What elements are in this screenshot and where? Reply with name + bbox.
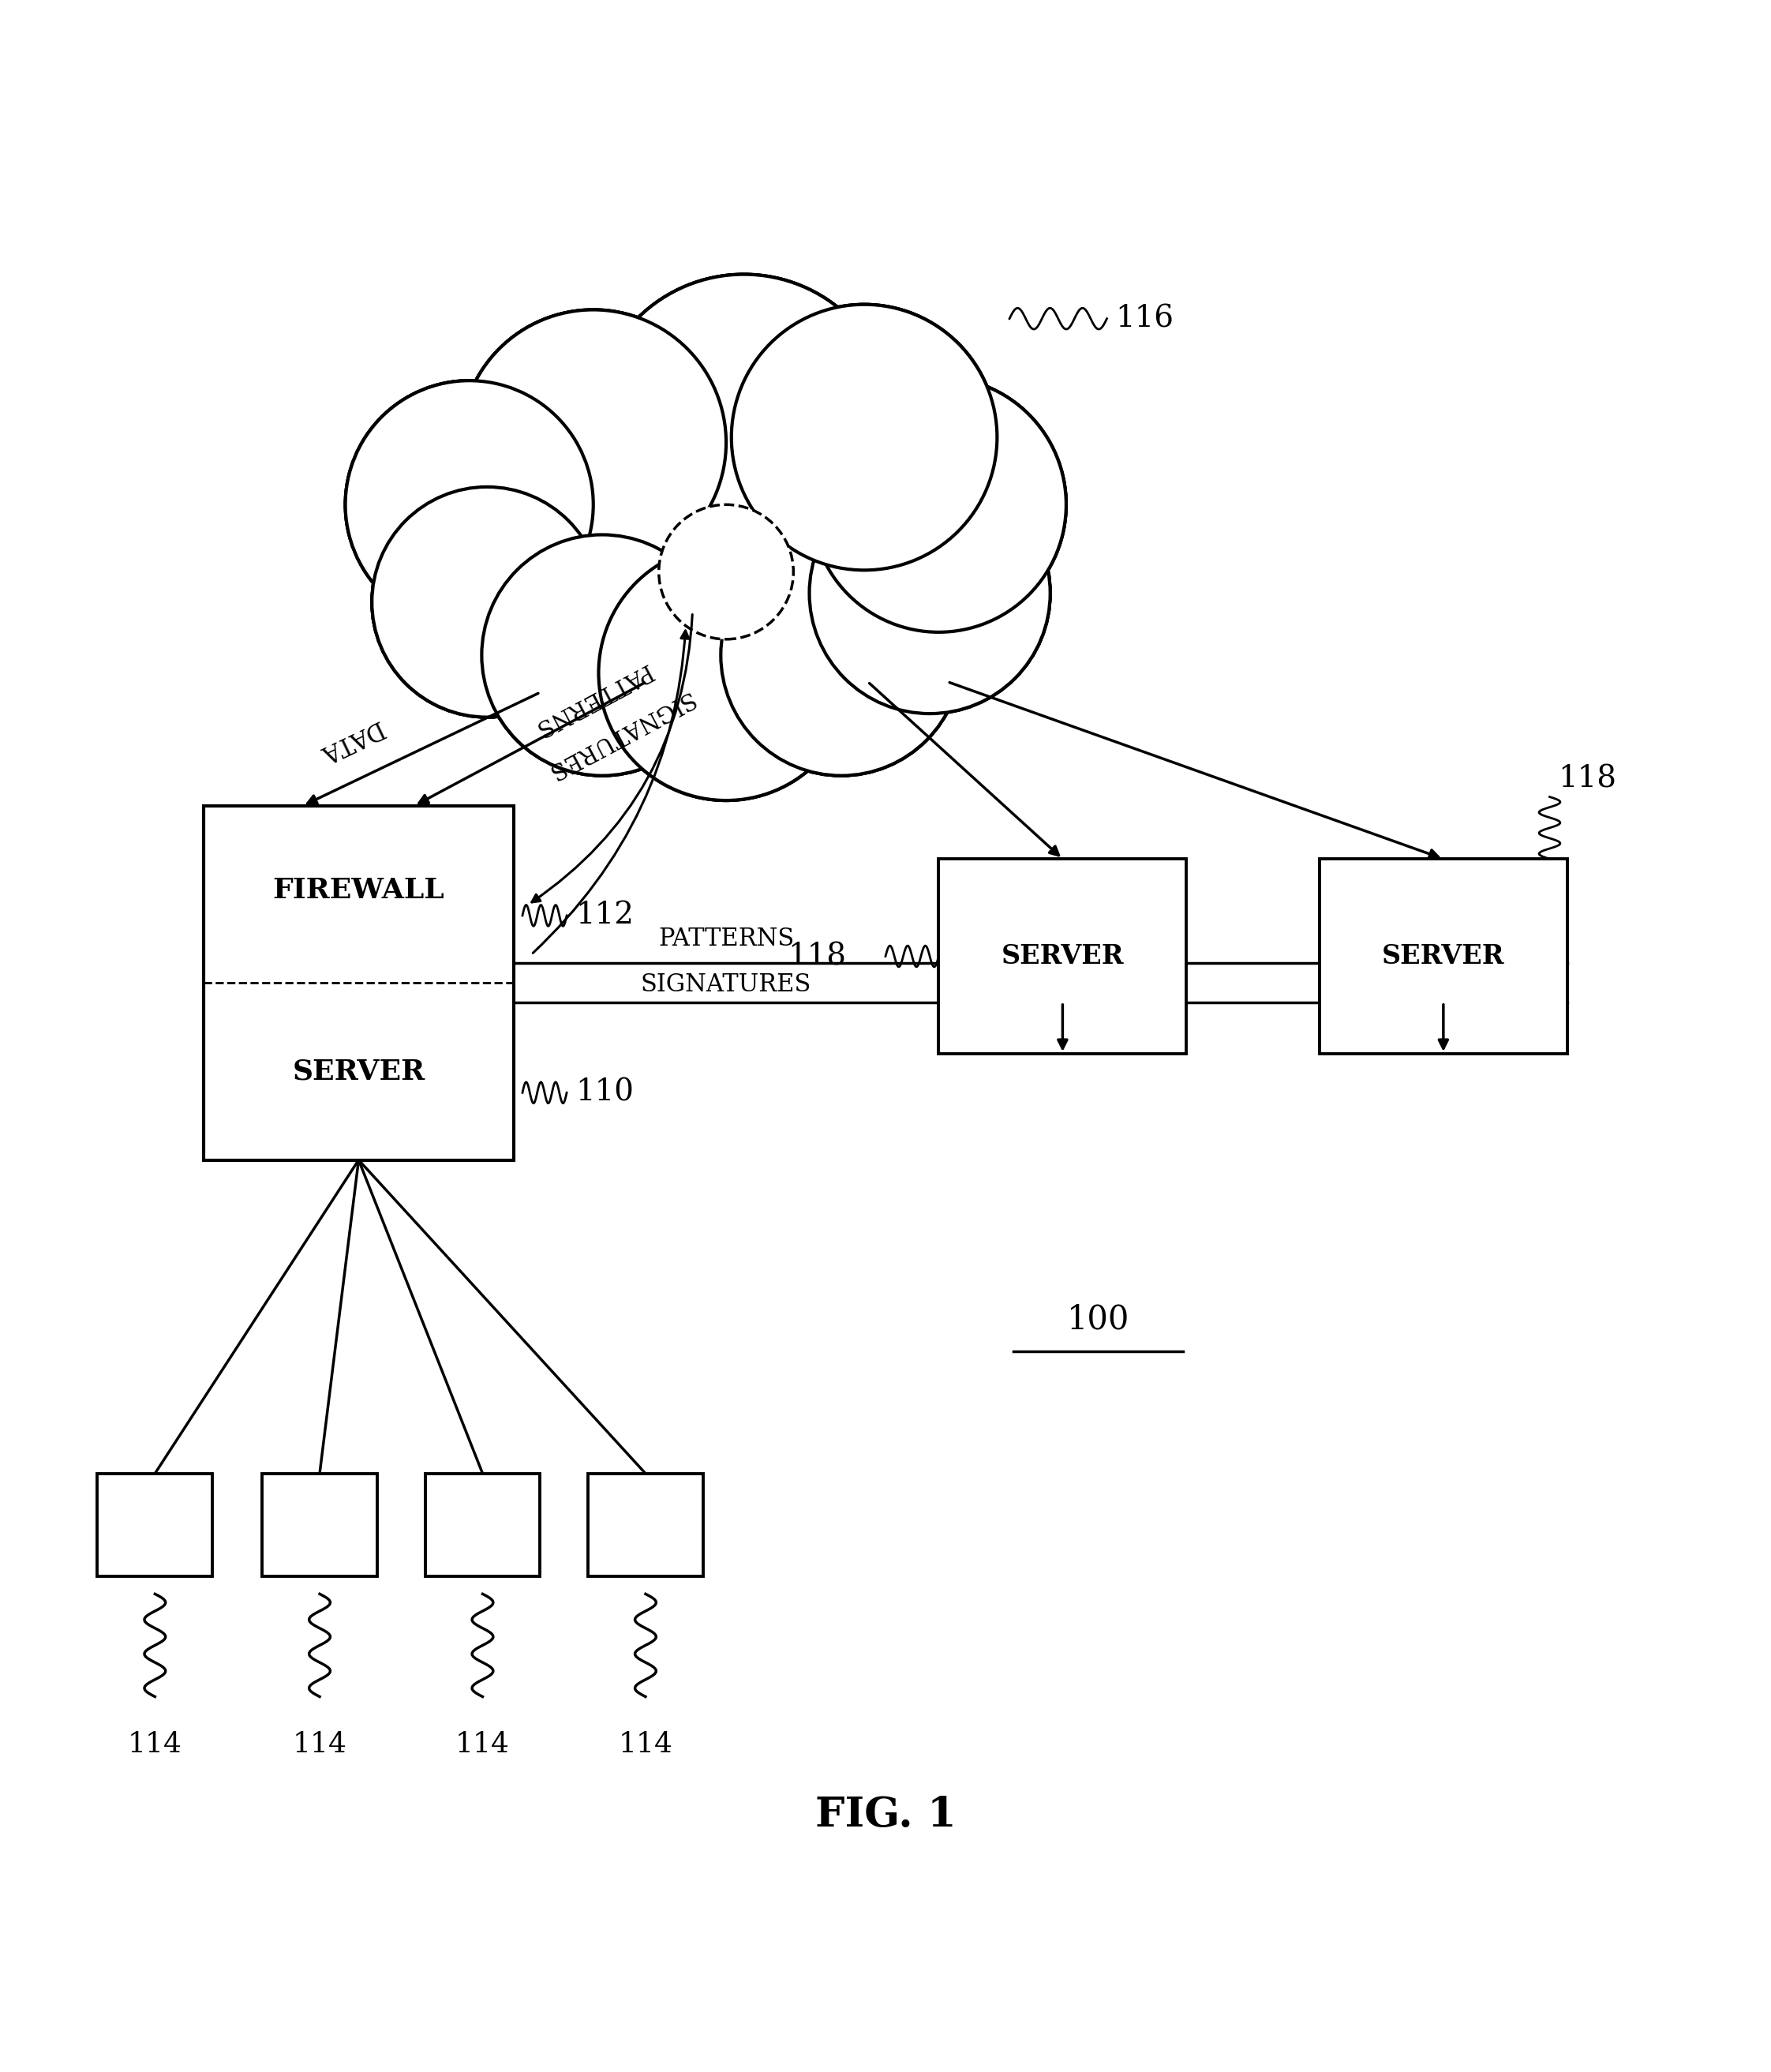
Text: 100: 100 [1066, 1303, 1130, 1336]
Text: FIG. 1: FIG. 1 [815, 1794, 956, 1836]
Text: 118: 118 [1558, 765, 1617, 794]
Circle shape [482, 535, 723, 775]
Circle shape [593, 274, 894, 576]
Circle shape [482, 535, 723, 775]
Bar [204, 806, 514, 1160]
Text: SERVER: SERVER [1381, 943, 1505, 970]
Circle shape [811, 377, 1066, 632]
Circle shape [818, 483, 1041, 704]
Circle shape [730, 545, 953, 767]
Text: FIREWALL: FIREWALL [273, 876, 445, 903]
Bar [262, 1473, 377, 1577]
Bar [97, 1473, 213, 1577]
Circle shape [606, 286, 882, 564]
Circle shape [460, 311, 726, 576]
Circle shape [721, 535, 962, 775]
Circle shape [731, 305, 997, 570]
Circle shape [491, 545, 714, 767]
Text: SIGNATURES: SIGNATURES [542, 686, 696, 783]
Circle shape [742, 315, 986, 559]
Circle shape [599, 545, 854, 800]
Text: 110: 110 [576, 1077, 634, 1106]
Bar [1319, 860, 1567, 1055]
Ellipse shape [437, 416, 969, 682]
Circle shape [809, 472, 1050, 713]
Text: SIGNATURES: SIGNATURES [641, 972, 811, 997]
Circle shape [471, 321, 715, 566]
Text: 114: 114 [455, 1730, 510, 1757]
Circle shape [372, 487, 602, 717]
Text: 114: 114 [292, 1730, 347, 1757]
Bar [425, 1473, 540, 1577]
Text: DATA: DATA [315, 715, 386, 767]
Circle shape [345, 381, 593, 628]
Circle shape [822, 387, 1056, 622]
Circle shape [811, 377, 1066, 632]
Text: 116: 116 [1116, 305, 1174, 334]
Text: 114: 114 [618, 1730, 673, 1757]
Text: PATTERNS: PATTERNS [659, 926, 793, 951]
Circle shape [609, 555, 843, 789]
Circle shape [599, 545, 854, 800]
Circle shape [460, 311, 726, 576]
Circle shape [809, 472, 1050, 713]
Text: SERVER: SERVER [1001, 943, 1125, 970]
Circle shape [381, 495, 593, 709]
Circle shape [659, 506, 793, 640]
Text: PATTERNS: PATTERNS [530, 659, 655, 740]
Circle shape [731, 305, 997, 570]
Circle shape [372, 487, 602, 717]
Circle shape [721, 535, 962, 775]
Bar [588, 1473, 703, 1577]
Text: SERVER: SERVER [292, 1059, 425, 1086]
Circle shape [593, 274, 894, 576]
Text: 118: 118 [788, 941, 847, 972]
Bar [939, 860, 1187, 1055]
Text: 112: 112 [576, 901, 634, 930]
Text: 114: 114 [128, 1730, 182, 1757]
Circle shape [356, 390, 583, 620]
Circle shape [345, 381, 593, 628]
